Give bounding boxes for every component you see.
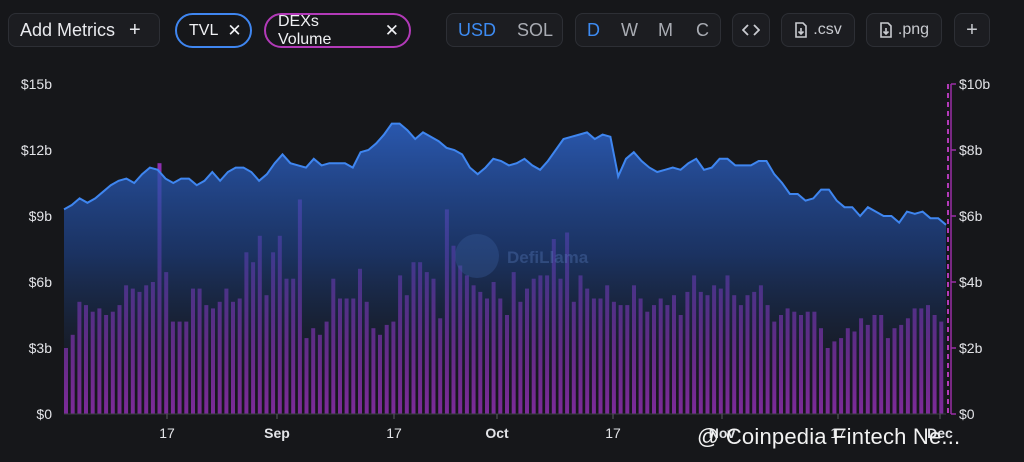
x-axis-tick-label: 17 <box>830 425 846 441</box>
right-axis-tick-label: $0 <box>959 406 975 422</box>
left-axis-tick-label: $3b <box>29 340 53 356</box>
left-axis-tick-label: $0 <box>36 406 52 422</box>
add-metrics-label: Add Metrics <box>20 19 116 40</box>
close-icon[interactable]: ✕ <box>384 20 399 40</box>
png-label: .png <box>897 21 930 38</box>
download-file-icon <box>794 22 808 38</box>
left-axis-tick-label: $9b <box>29 208 53 224</box>
metric-chip-tvl[interactable]: TVL ✕ <box>175 13 252 48</box>
watermark-brand-text: DefiLlama <box>507 248 589 267</box>
period-toggle: D W M C <box>575 13 721 47</box>
plus-icon: + <box>966 18 978 41</box>
period-option-monthly[interactable]: M <box>658 20 673 40</box>
currency-option-usd[interactable]: USD <box>458 20 497 40</box>
left-axis-tick-label: $15b <box>21 76 52 92</box>
x-axis-tick-label: 17 <box>159 425 175 441</box>
currency-toggle: USD SOL <box>446 13 563 47</box>
x-axis-tick-label: Dec <box>927 425 953 441</box>
right-axis: $0 $2b $4b $6b $8b $10b <box>950 76 990 422</box>
embed-button[interactable] <box>732 13 770 47</box>
x-axis-tick-label: Nov <box>709 425 736 441</box>
right-axis-tick-label: $2b <box>959 340 983 356</box>
period-option-cumulative[interactable]: C <box>696 20 709 40</box>
period-option-weekly[interactable]: W <box>621 20 638 40</box>
x-axis: 17 Sep 17 Oct 17 Nov 17 Dec <box>159 414 953 441</box>
x-axis-tick-label: Sep <box>264 425 290 441</box>
code-icon <box>742 23 760 37</box>
right-axis-tick-label: $4b <box>959 274 983 290</box>
add-chart-button[interactable]: + <box>954 13 990 47</box>
left-axis-tick-label: $6b <box>29 274 53 290</box>
chart: DefiLlama $0 $3b $6b $9b $12b $15b $0 $2b $4b $6… <box>21 76 991 441</box>
currency-option-sol[interactable]: SOL <box>517 20 554 40</box>
metric-chip-label: DEXs Volume <box>278 12 332 48</box>
defillama-watermark: DefiLlama <box>455 234 589 278</box>
right-axis-tick-label: $8b <box>959 142 983 158</box>
metric-chip-label: TVL <box>189 21 219 39</box>
overlay-watermark: @ Coinpedia Fintech Ne... <box>697 424 961 449</box>
x-axis-tick-label: Oct <box>485 425 509 441</box>
download-file-icon <box>879 22 893 38</box>
metric-chip-dexs-volume[interactable]: DEXs Volume ✕ <box>264 13 411 48</box>
left-axis-tick-label: $12b <box>21 142 52 158</box>
add-metrics-button[interactable]: Add Metrics + <box>8 13 160 47</box>
close-icon[interactable]: ✕ <box>227 20 242 40</box>
toolbar: Add Metrics + TVL ✕ DEXs Volume ✕ USD SO… <box>0 0 1024 62</box>
download-csv-button[interactable]: .csv <box>781 13 855 47</box>
x-axis-tick-label: 17 <box>386 425 402 441</box>
right-axis-tick-label: $6b <box>959 208 983 224</box>
tvl-area <box>64 123 946 414</box>
right-axis-tick-label: $10b <box>959 76 990 92</box>
tvl-line <box>63 122 947 226</box>
left-axis: $0 $3b $6b $9b $12b $15b <box>21 76 946 422</box>
download-png-button[interactable]: .png <box>866 13 942 47</box>
plus-icon: + <box>129 18 141 41</box>
x-axis-tick-label: 17 <box>605 425 621 441</box>
period-option-daily[interactable]: D <box>587 20 600 40</box>
csv-label: .csv <box>813 21 842 38</box>
